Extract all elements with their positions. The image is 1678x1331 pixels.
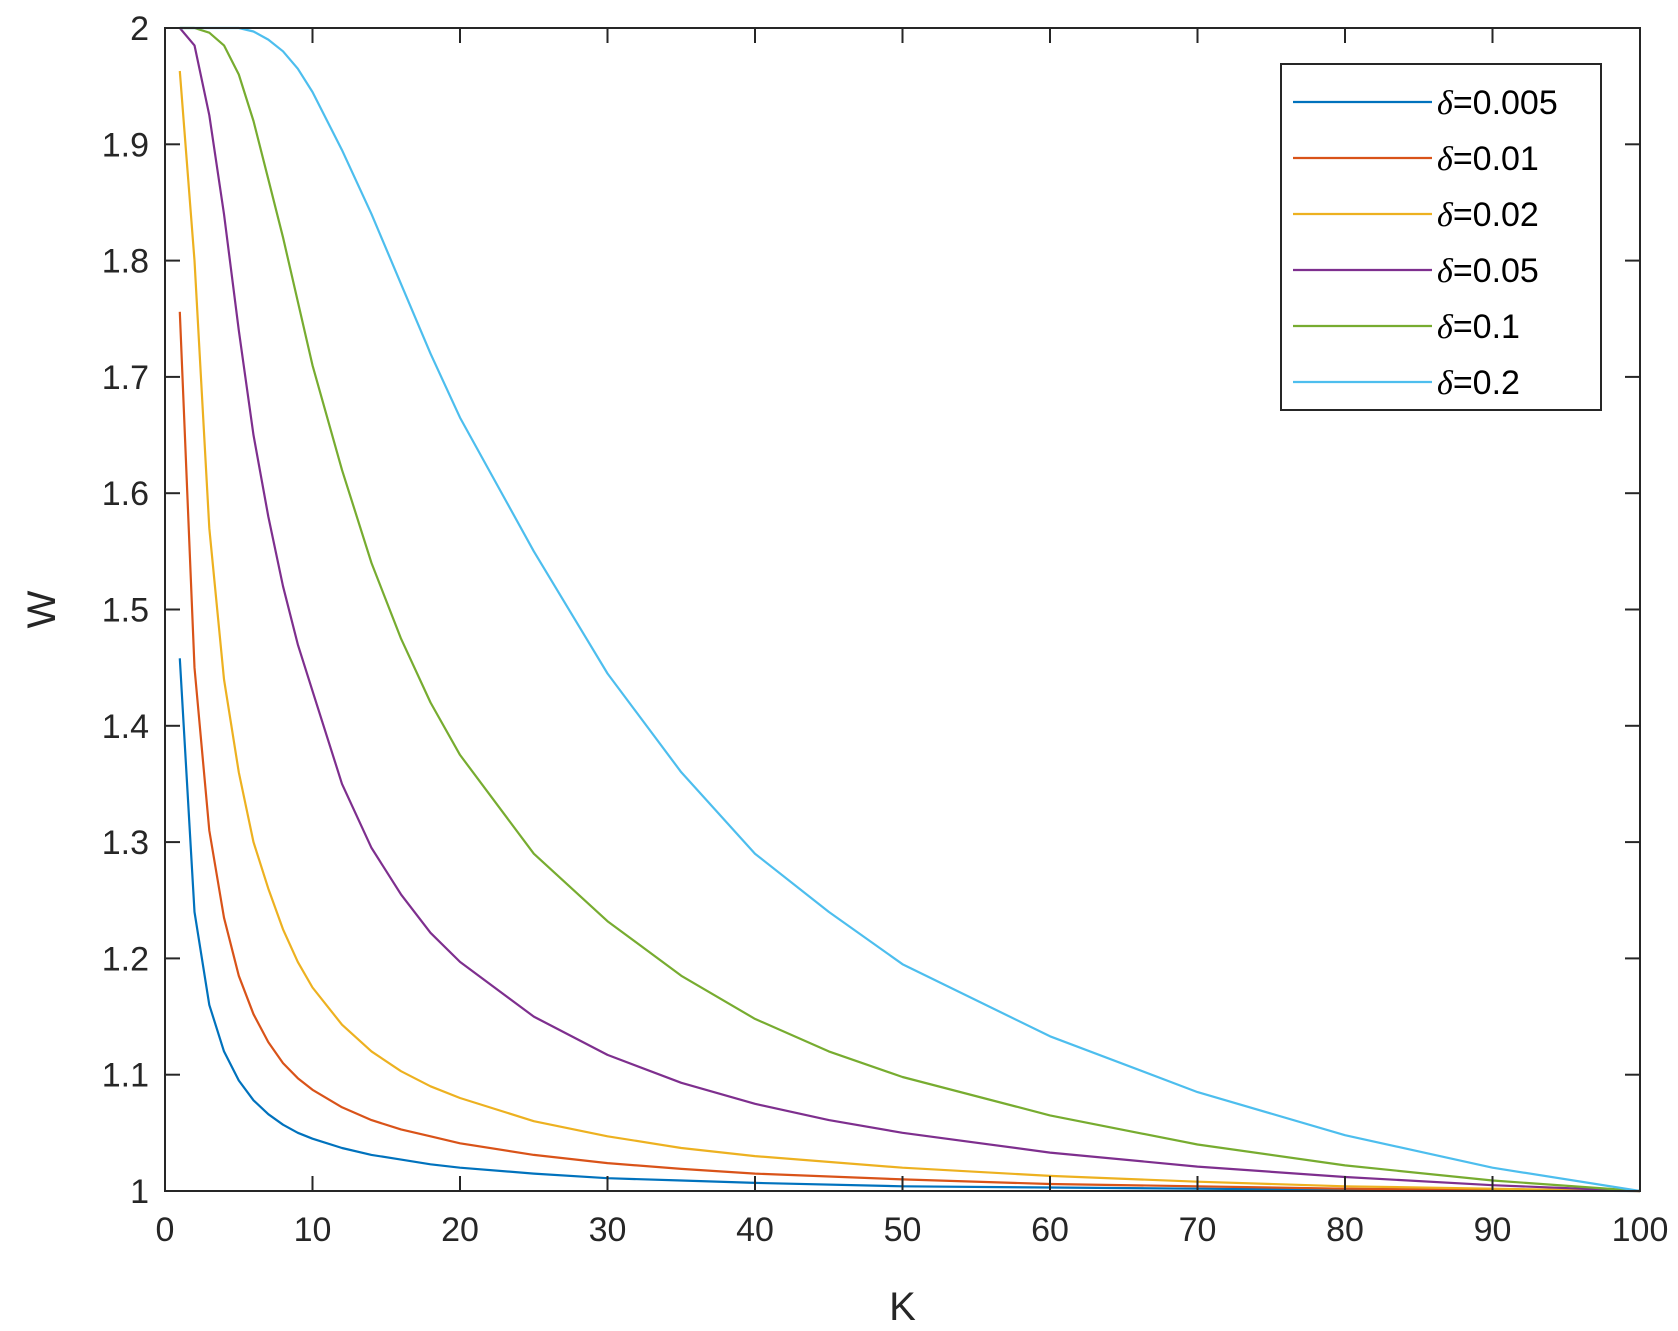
y-tick-label: 1.9 xyxy=(102,126,149,164)
legend-label-0: δ=0.005 xyxy=(1437,84,1558,122)
x-tick-label: 80 xyxy=(1326,1211,1364,1249)
y-tick-label: 1.4 xyxy=(102,708,149,746)
y-tick-label: 2 xyxy=(130,10,149,48)
legend-value: =0.02 xyxy=(1453,196,1539,234)
legend-label-5: δ=0.2 xyxy=(1437,364,1520,402)
x-tick-label: 40 xyxy=(736,1211,774,1249)
legend-value: =0.05 xyxy=(1453,252,1539,290)
legend-label-4: δ=0.1 xyxy=(1437,308,1520,346)
legend-label-3: δ=0.05 xyxy=(1437,252,1539,290)
x-tick-label: 100 xyxy=(1612,1211,1669,1249)
legend-symbol: δ xyxy=(1437,197,1454,234)
legend-symbol: δ xyxy=(1437,253,1454,290)
legend-box xyxy=(1280,63,1602,411)
y-tick-label: 1 xyxy=(130,1173,149,1211)
x-tick-label: 30 xyxy=(589,1211,627,1249)
y-tick-label: 1.7 xyxy=(102,359,149,397)
series-line-4 xyxy=(179,26,1641,1193)
legend-value: =0.1 xyxy=(1453,308,1520,346)
y-tick-label: 1.3 xyxy=(102,824,149,862)
x-tick-label: 70 xyxy=(1179,1211,1217,1249)
series-line-2 xyxy=(178,70,1641,1193)
legend-value: =0.005 xyxy=(1453,84,1558,122)
y-tick-label: 1.1 xyxy=(102,1057,149,1095)
legend-label-1: δ=0.01 xyxy=(1437,140,1539,178)
series-line-3 xyxy=(178,27,1641,1193)
legend-symbol: δ xyxy=(1437,309,1454,346)
x-tick-label: 50 xyxy=(884,1211,922,1249)
ticks-layer: 0 10 20 30 40 50 60 70 80 90 100 1 1.1 1.2 1.3 1.4 1.5 1.… xyxy=(102,10,1669,1249)
y-tick-label: 1.2 xyxy=(102,940,149,978)
x-tick-label: 90 xyxy=(1474,1211,1512,1249)
x-axis-title: K xyxy=(889,1285,916,1329)
y-tick-label: 1.8 xyxy=(102,243,149,281)
x-tick-label: 0 xyxy=(156,1211,175,1249)
series-layer xyxy=(178,26,1641,1193)
x-tick-label: 60 xyxy=(1031,1211,1069,1249)
legend-symbol: δ xyxy=(1437,141,1454,178)
legend-symbol: δ xyxy=(1437,85,1454,122)
legend-value: =0.2 xyxy=(1453,364,1520,402)
y-tick-label: 1.5 xyxy=(102,592,149,630)
legend-value: =0.01 xyxy=(1453,140,1539,178)
legend-label-2: δ=0.02 xyxy=(1437,196,1539,234)
x-tick-label: 10 xyxy=(294,1211,332,1249)
legend-symbol: δ xyxy=(1437,365,1454,402)
x-tick-label: 20 xyxy=(441,1211,479,1249)
y-axis-title: W xyxy=(20,590,64,628)
y-tick-label: 1.6 xyxy=(102,475,149,513)
